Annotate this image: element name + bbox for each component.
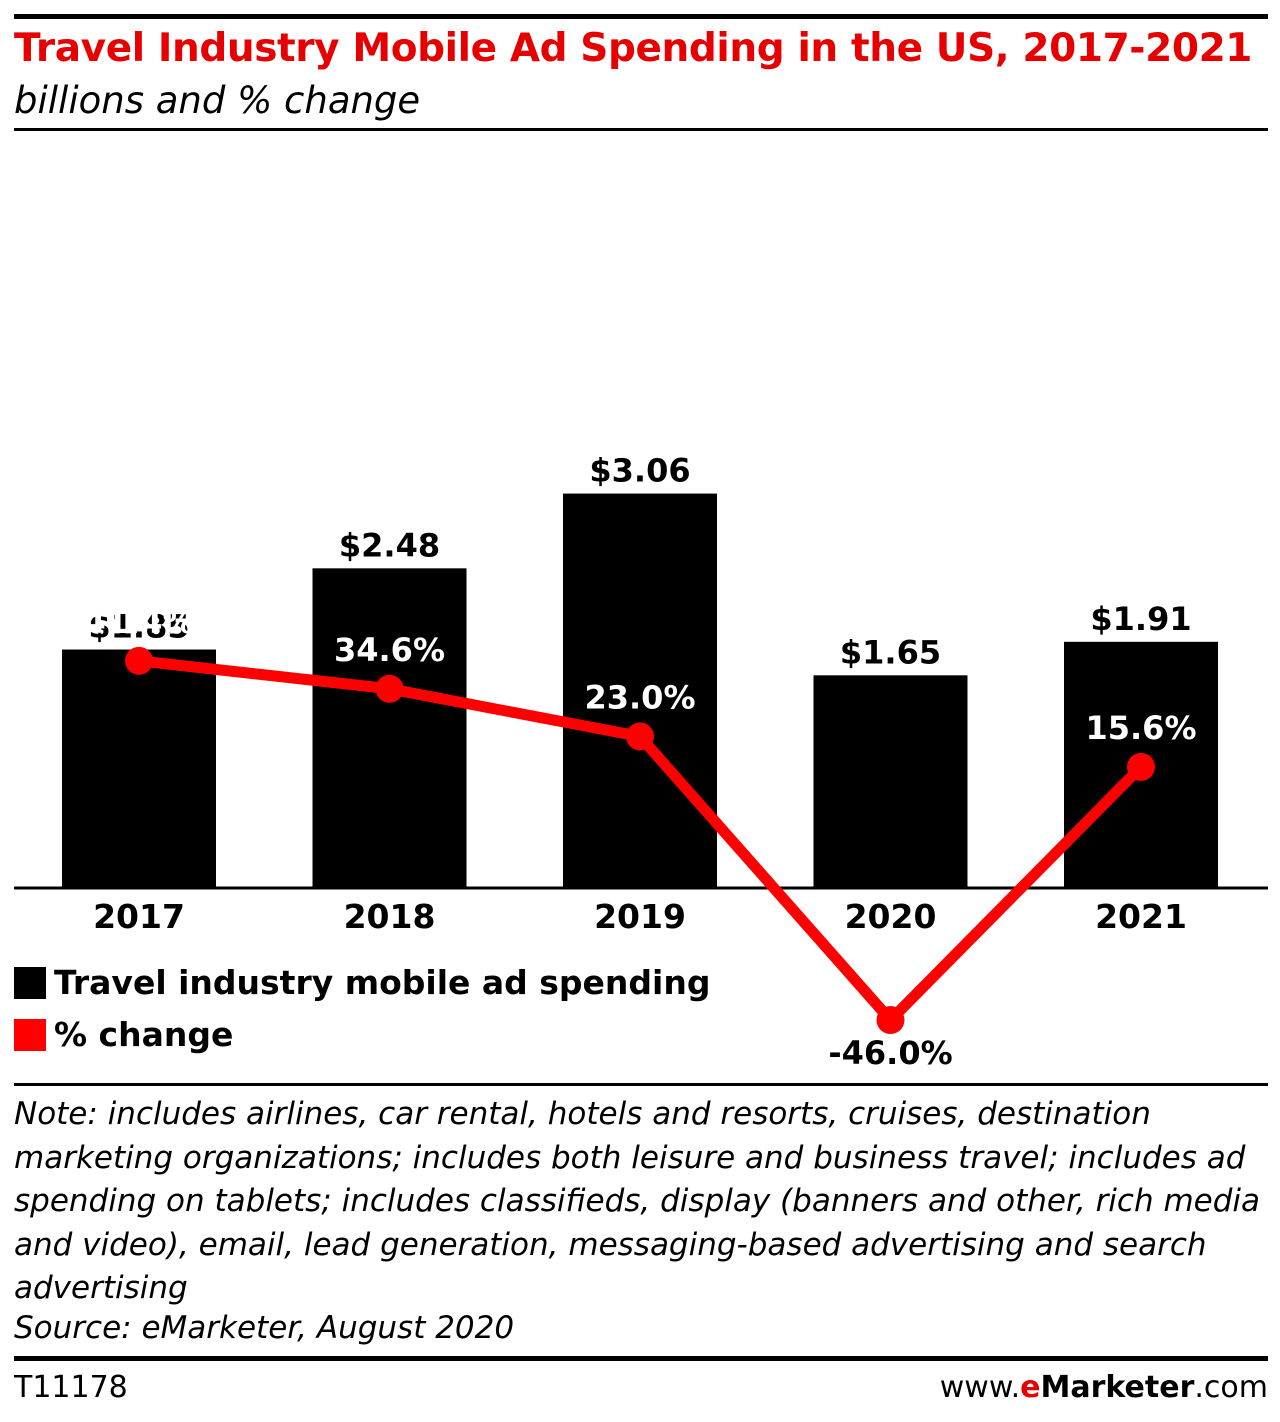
chart-note: Note: includes airlines, car rental, hot… xyxy=(14,1096,1261,1306)
bar-2019 xyxy=(563,493,717,888)
chart-plot: $1.85 2017 $2.48 2018 $3.06 2019 $1.65 2020 $1.9… xyxy=(14,452,1268,1072)
bar-value-label-2021: $1.91 xyxy=(1090,600,1191,638)
bar-2020 xyxy=(813,675,968,888)
bottom-rule xyxy=(14,1356,1268,1361)
legend-swatch-spending xyxy=(14,966,46,999)
brand-e: e xyxy=(1020,1370,1041,1405)
legend-item-change: % change xyxy=(14,1015,233,1054)
x-tick-label-2019: 2019 xyxy=(594,897,686,936)
chart-title: Travel Industry Mobile Ad Spending in th… xyxy=(14,26,1253,71)
pct-point-2018 xyxy=(375,674,404,703)
bar-value-label-2017: $1.85 xyxy=(88,608,189,646)
legend-item-spending: Travel industry mobile ad spending xyxy=(14,963,710,1002)
line-layer xyxy=(125,646,1155,1035)
footer-rule xyxy=(14,1083,1268,1086)
legend-swatch-change xyxy=(14,1018,46,1051)
pct-label-2018: 34.6% xyxy=(334,631,445,669)
x-tick-label-2018: 2018 xyxy=(344,897,436,936)
brand-url: www.eMarketer.com xyxy=(940,1370,1268,1405)
bar-value-label-2019: $3.06 xyxy=(589,452,690,490)
chart-id: T11178 xyxy=(14,1370,128,1405)
pct-label-2020: -46.0% xyxy=(828,1034,952,1072)
x-tick-label-2021: 2021 xyxy=(1095,897,1187,936)
bar-value-label-2018: $2.48 xyxy=(339,526,440,564)
pct-point-2019 xyxy=(626,722,654,751)
chart-source: Source: eMarketer, August 2020 xyxy=(14,1310,515,1346)
pct-label-2021: 15.6% xyxy=(1085,709,1196,747)
labels-layer: $1.85 2017 $2.48 2018 $3.06 2019 $1.65 2020 $1.9… xyxy=(83,452,1196,1072)
bar-value-label-2020: $1.65 xyxy=(840,633,941,671)
pct-point-2021 xyxy=(1127,752,1155,781)
pct-point-2020 xyxy=(876,1006,905,1035)
chart-subtitle: billions and % change xyxy=(14,79,421,122)
x-tick-label-2017: 2017 xyxy=(93,897,185,936)
brand-prefix: www. xyxy=(939,1370,1021,1405)
brand-main: Marketer xyxy=(1040,1370,1195,1405)
pct-point-2017 xyxy=(125,646,153,675)
top-rule xyxy=(14,14,1268,19)
pct-label-2019: 23.0% xyxy=(584,678,695,716)
bar-2018 xyxy=(312,568,467,888)
legend-label-change: % change xyxy=(54,1015,234,1054)
legend-label-spending: Travel industry mobile ad spending xyxy=(54,963,711,1002)
header-rule xyxy=(14,128,1268,131)
pct-label-2017: 41.4% xyxy=(83,603,194,641)
bar-2017 xyxy=(62,649,216,888)
x-tick-label-2020: 2020 xyxy=(845,897,937,936)
brand-suffix: .com xyxy=(1194,1370,1268,1405)
